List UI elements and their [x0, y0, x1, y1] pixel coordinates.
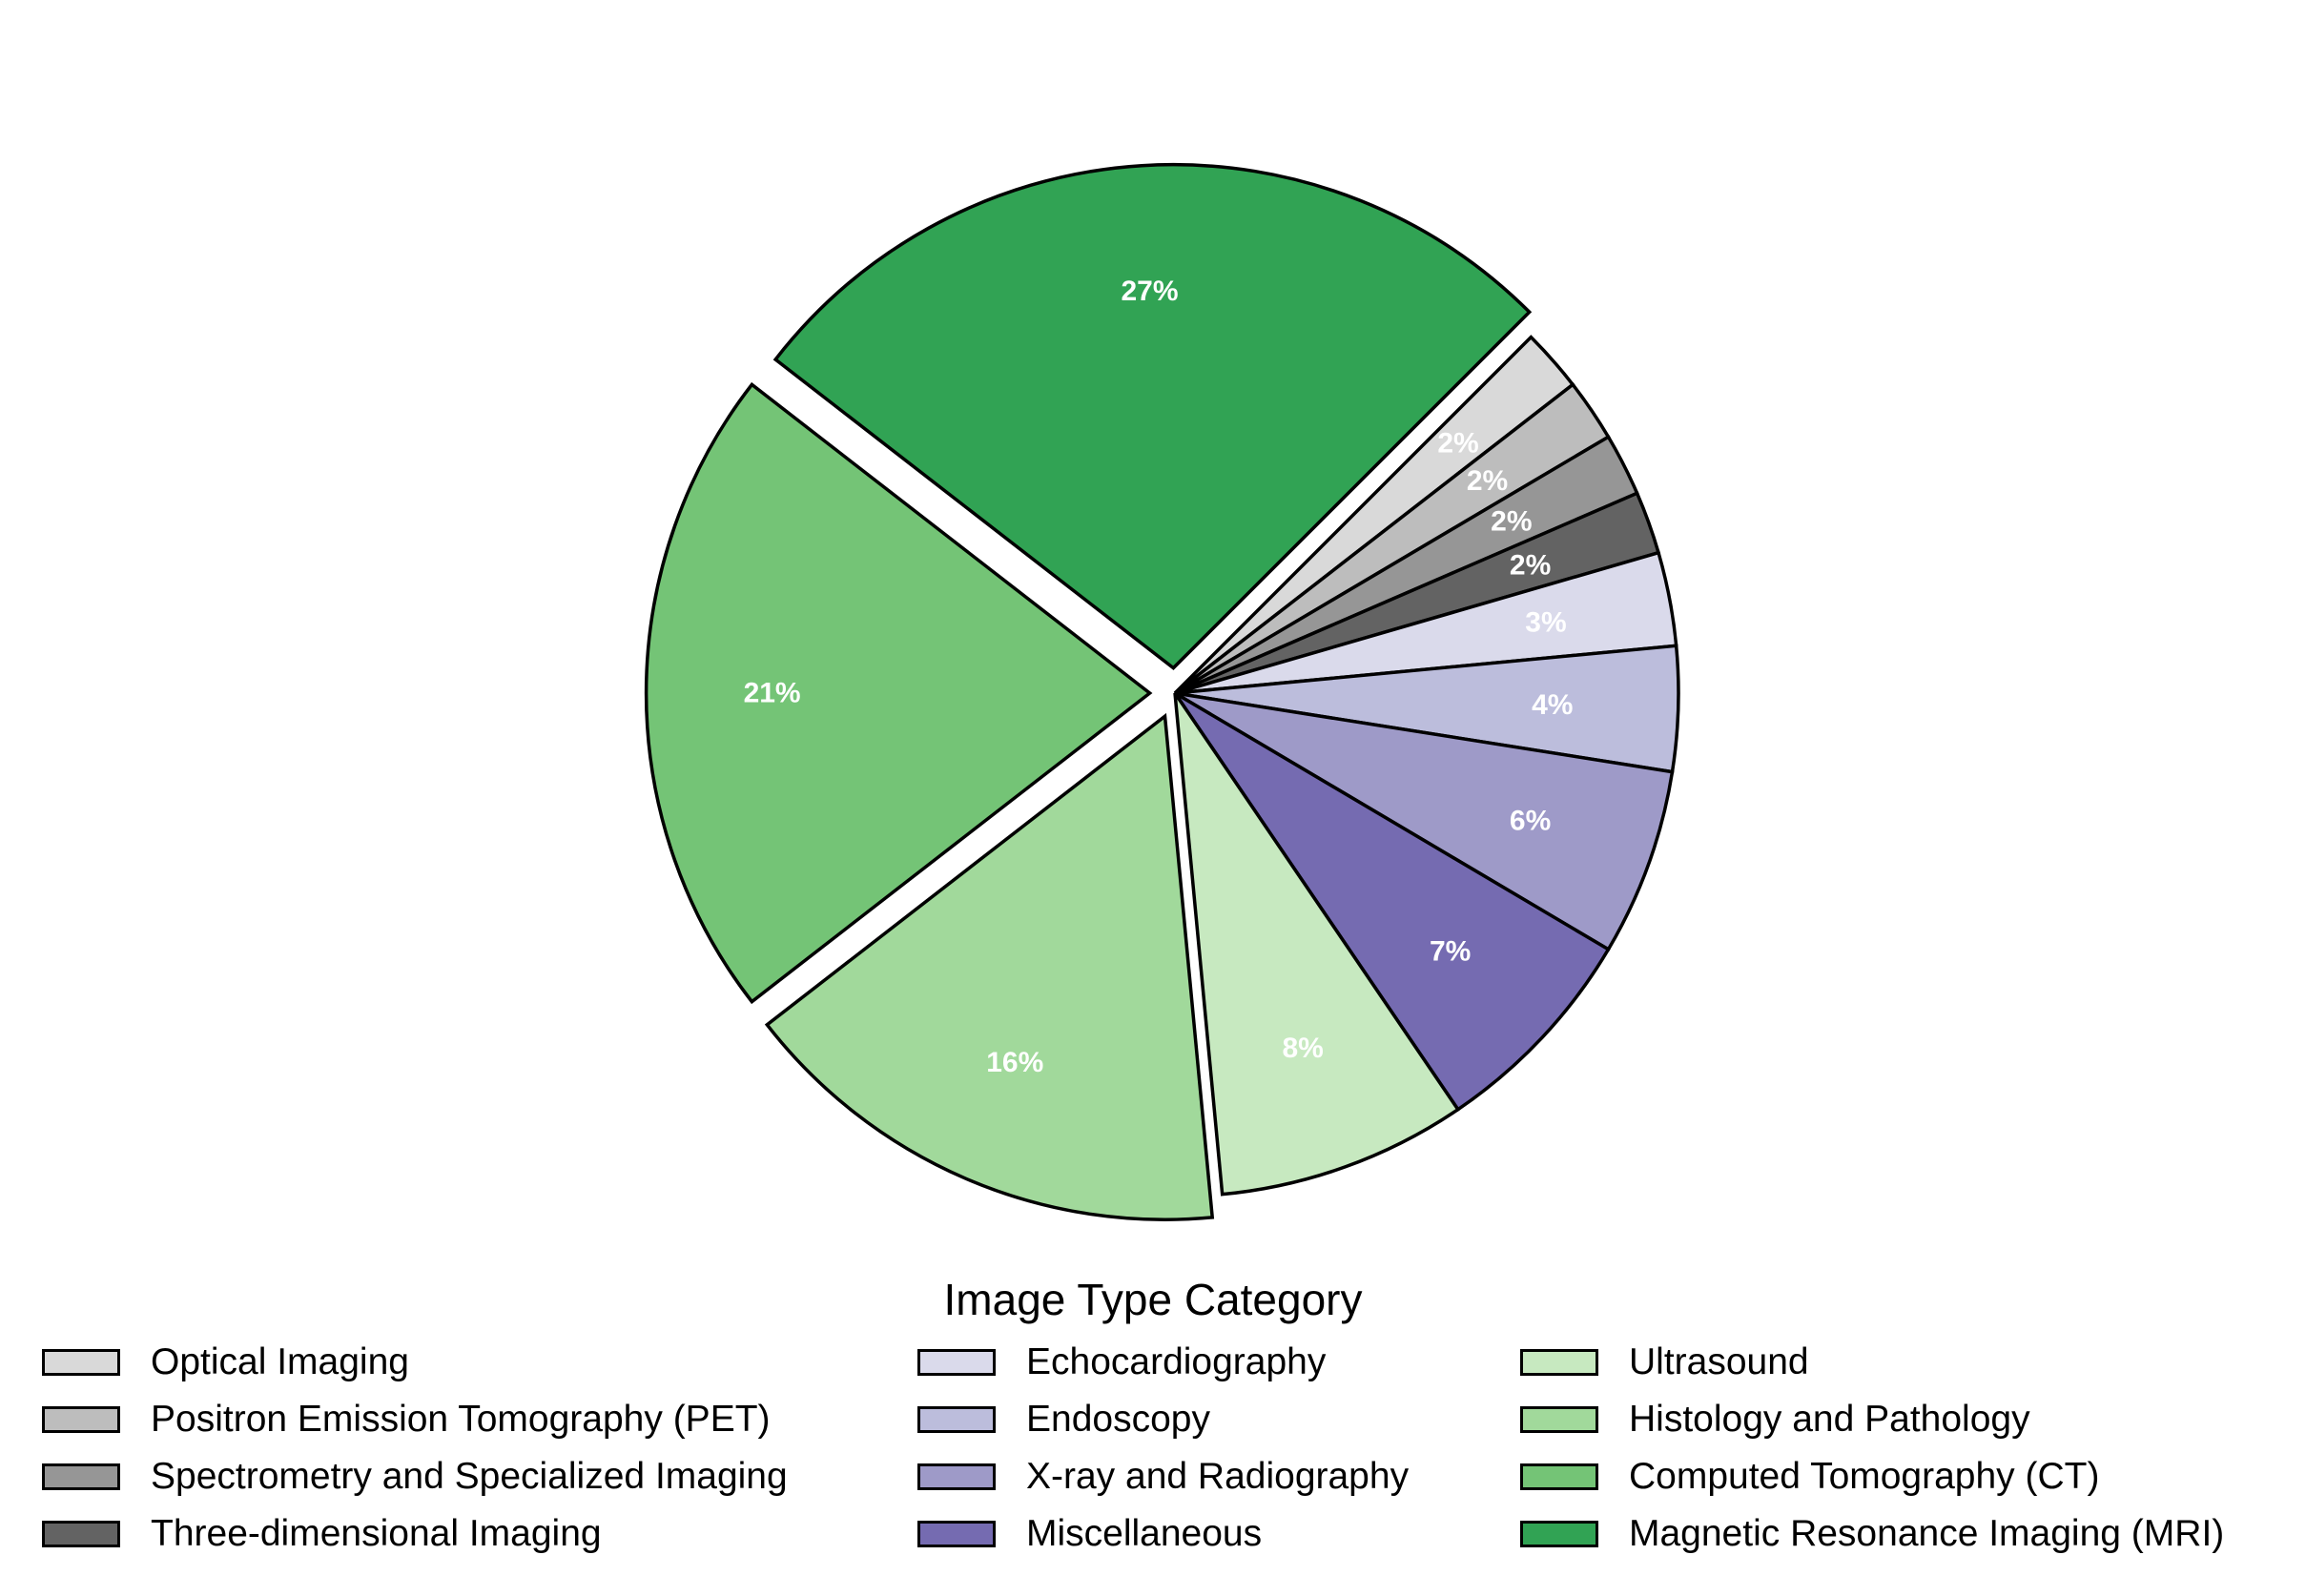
legend-item-optical-imaging: Optical Imaging — [42, 1339, 409, 1386]
legend-label: Ultrasound — [1629, 1341, 1809, 1382]
pie-slice-histology-and-pathology — [764, 712, 1215, 1221]
legend-item-histology-and-pathology: Histology and Pathology — [1520, 1396, 2030, 1443]
legend-label: Endoscopy — [1026, 1399, 1210, 1440]
slice-pct-label-endoscopy: 4% — [1532, 689, 1573, 721]
legend-swatch — [1520, 1349, 1598, 1376]
pie-slice-magnetic-resonance-imaging-mri — [772, 162, 1533, 670]
pie-slice-ultrasound — [1173, 692, 1461, 1197]
slice-pct-label-computed-tomography-ct: 21% — [744, 678, 801, 709]
legend-swatch — [917, 1349, 996, 1376]
legend-label: Optical Imaging — [151, 1341, 409, 1382]
slice-pct-label-three-dimensional-imaging: 2% — [1510, 549, 1551, 581]
legend-item-positron-emission-tomography-pet: Positron Emission Tomography (PET) — [42, 1396, 771, 1443]
slice-pct-label-optical-imaging: 2% — [1437, 428, 1478, 460]
slice-pct-label-ultrasound: 8% — [1282, 1033, 1323, 1064]
legend-item-magnetic-resonance-imaging-mri: Magnetic Resonance Imaging (MRI) — [1520, 1510, 2224, 1558]
legend-item-echocardiography: Echocardiography — [917, 1339, 1326, 1386]
legend: Image Type Category Optical Imaging Posit… — [0, 1274, 2306, 1579]
slice-pct-label-miscellaneous: 7% — [1430, 936, 1471, 968]
legend-swatch — [42, 1349, 120, 1376]
legend-swatch — [917, 1521, 996, 1547]
legend-label: Three-dimensional Imaging — [151, 1513, 602, 1554]
slice-pct-label-histology-and-pathology: 16% — [986, 1047, 1043, 1078]
legend-item-x-ray-and-radiography: X-ray and Radiography — [917, 1453, 1409, 1501]
legend-label: Positron Emission Tomography (PET) — [151, 1399, 771, 1440]
legend-label: Magnetic Resonance Imaging (MRI) — [1629, 1513, 2225, 1554]
legend-swatch — [1520, 1463, 1598, 1490]
legend-item-ultrasound: Ultrasound — [1520, 1339, 1809, 1386]
legend-item-computed-tomography-ct: Computed Tomography (CT) — [1520, 1453, 2099, 1501]
legend-item-spectrometry-and-specialized-imaging: Spectrometry and Specialized Imaging — [42, 1453, 788, 1501]
legend-label: X-ray and Radiography — [1026, 1456, 1410, 1497]
legend-label: Miscellaneous — [1026, 1513, 1263, 1554]
legend-swatch — [917, 1406, 996, 1433]
legend-swatch — [1520, 1521, 1598, 1547]
slice-pct-label-echocardiography: 3% — [1525, 606, 1566, 638]
legend-swatch — [42, 1521, 120, 1547]
legend-item-three-dimensional-imaging: Three-dimensional Imaging — [42, 1510, 602, 1558]
legend-label: Echocardiography — [1026, 1341, 1327, 1382]
legend-swatch — [1520, 1406, 1598, 1433]
slice-pct-label-spectrometry-and-specialized-imaging: 2% — [1491, 506, 1532, 538]
pie-slice-miscellaneous — [1173, 691, 1611, 1113]
slice-pct-label-positron-emission-tomography-pet: 2% — [1467, 465, 1508, 497]
legend-label: Histology and Pathology — [1629, 1399, 2030, 1440]
legend-swatch — [917, 1463, 996, 1490]
slice-pct-label-x-ray-and-radiography: 6% — [1510, 806, 1551, 837]
pie-slice-x-ray-and-radiography — [1174, 691, 1675, 952]
pie-slice-computed-tomography-ct — [644, 381, 1153, 1005]
legend-swatch — [42, 1406, 120, 1433]
legend-swatch — [42, 1463, 120, 1490]
legend-item-miscellaneous: Miscellaneous — [917, 1510, 1262, 1558]
legend-item-endoscopy: Endoscopy — [917, 1396, 1210, 1443]
slice-pct-label-magnetic-resonance-imaging-mri: 27% — [1121, 276, 1178, 307]
legend-label: Spectrometry and Specialized Imaging — [151, 1456, 788, 1497]
legend-label: Computed Tomography (CT) — [1629, 1456, 2100, 1497]
legend-title: Image Type Category — [943, 1275, 1363, 1324]
